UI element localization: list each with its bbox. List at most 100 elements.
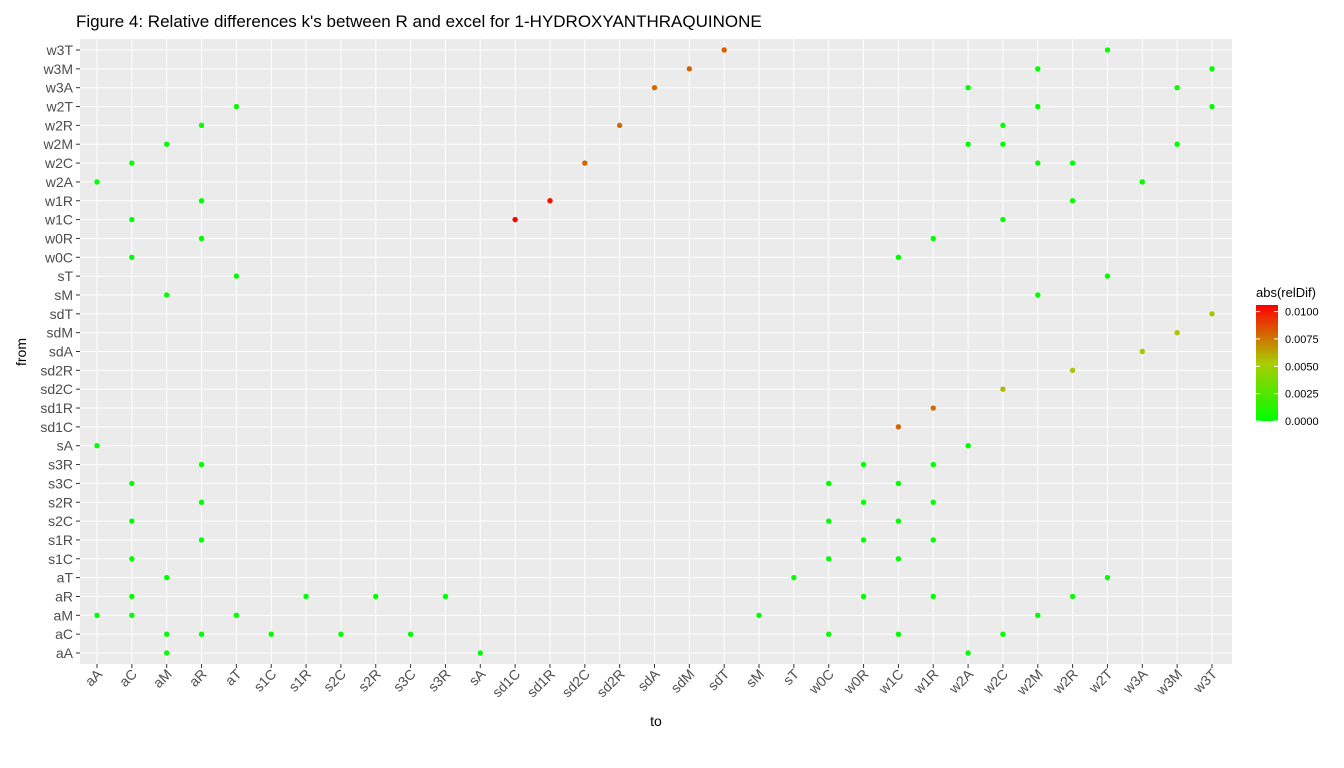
color-legend: abs(relDif) 0.0000 0.0025 0.0050 0.0075 0.01… — [1256, 285, 1319, 428]
x-tick-label: sdT — [704, 665, 732, 693]
data-point — [198, 631, 205, 637]
data-point — [860, 499, 867, 505]
data-point — [198, 499, 205, 505]
y-tick-label: s3R — [48, 457, 73, 473]
data-point — [686, 66, 693, 72]
data-point — [895, 556, 902, 562]
data-point — [268, 631, 274, 637]
x-tick-label: sdA — [634, 665, 663, 694]
y-tick-label: sdT — [50, 306, 74, 322]
data-point — [826, 518, 832, 524]
y-tick-label: w3A — [45, 80, 74, 96]
x-tick-label: aR — [186, 666, 210, 690]
data-point — [930, 593, 936, 600]
data-point — [721, 47, 727, 53]
data-point — [338, 631, 344, 637]
data-point — [1000, 386, 1006, 392]
x-tick-label: aC — [116, 666, 140, 690]
y-tick-label: s2C — [48, 513, 73, 529]
data-point — [930, 461, 936, 468]
data-point — [129, 612, 135, 619]
data-point — [1104, 574, 1111, 581]
data-point — [930, 405, 936, 411]
y-tick-label: w2C — [44, 155, 73, 171]
data-point — [129, 480, 135, 487]
y-axis-label: from — [13, 338, 29, 366]
x-tick-label: sd1R — [524, 666, 558, 700]
y-tick-label: w2T — [46, 99, 74, 115]
y-tick-label: sd2C — [40, 381, 73, 397]
x-tick-label: aA — [82, 665, 106, 689]
data-point — [1069, 160, 1076, 166]
data-point — [930, 537, 936, 543]
x-tick-label: s2C — [320, 666, 349, 695]
data-point — [756, 612, 762, 619]
data-point — [163, 631, 170, 637]
x-tick-label: w1C — [875, 666, 907, 698]
data-point — [198, 461, 205, 468]
y-tick-label: sd1C — [40, 419, 73, 435]
data-point — [94, 179, 100, 185]
x-tick-label: aM — [150, 666, 175, 691]
x-tick-label: w3T — [1189, 665, 1220, 696]
data-point — [1035, 103, 1041, 110]
data-points — [94, 47, 1215, 656]
x-tick-label: w1R — [910, 666, 942, 698]
y-tick-label: w2A — [45, 174, 74, 190]
x-tick-label: sd2R — [593, 666, 627, 700]
data-point — [965, 650, 971, 656]
y-tick-label: w3M — [42, 61, 73, 77]
y-tick-label: aC — [55, 626, 73, 642]
data-point — [233, 612, 240, 619]
data-point — [129, 556, 135, 562]
data-point — [1209, 66, 1215, 72]
x-tick-label: w2R — [1049, 666, 1081, 698]
data-point — [1209, 103, 1215, 110]
data-point — [1174, 141, 1180, 147]
data-point — [94, 443, 100, 449]
y-axis-ticks: aA aC aM aR aT s1C s1R s2C s2R s3C s3R sA sd1C sd1R sd… — [40, 42, 80, 661]
data-point — [1000, 216, 1006, 223]
legend-tick-label: 0.0100 — [1285, 307, 1319, 319]
data-point — [895, 254, 902, 260]
data-point — [1035, 160, 1041, 166]
data-point — [477, 650, 483, 656]
x-axis-ticks: aA aC aM aR aT s1C s1R s2C s2R s3C s3R sA sd1C sd1R sd… — [82, 664, 1220, 700]
data-point — [163, 574, 170, 581]
x-tick-label: aT — [222, 665, 245, 688]
legend-tick-label: 0.0025 — [1285, 389, 1319, 401]
y-tick-label: w0C — [44, 249, 73, 265]
x-tick-label: s3C — [390, 666, 419, 695]
legend-colorbar — [1256, 305, 1278, 421]
data-point — [303, 593, 309, 600]
x-tick-label: sM — [743, 666, 768, 691]
y-tick-label: sd2R — [40, 362, 73, 378]
x-tick-label: w3A — [1119, 665, 1151, 697]
data-point — [965, 84, 971, 91]
data-point — [860, 593, 867, 600]
legend-tick-label: 0.0050 — [1285, 361, 1319, 373]
data-point — [129, 593, 135, 600]
data-point — [791, 574, 797, 581]
x-tick-label: sA — [466, 665, 489, 688]
y-tick-label: sdA — [49, 344, 74, 360]
data-point — [1000, 141, 1006, 147]
x-tick-label: w3M — [1152, 666, 1185, 699]
data-point — [163, 292, 170, 298]
data-point — [233, 273, 240, 279]
data-point — [407, 631, 414, 637]
data-point — [373, 593, 379, 600]
data-point — [616, 122, 623, 129]
y-tick-label: aT — [57, 570, 74, 586]
data-point — [1000, 122, 1006, 129]
data-point — [198, 122, 205, 129]
data-point — [1139, 179, 1146, 185]
legend-tick-label: 0.0075 — [1285, 334, 1319, 346]
y-tick-label: w1R — [44, 193, 73, 209]
data-point — [860, 537, 867, 543]
data-point — [1174, 84, 1180, 91]
data-point — [1000, 631, 1006, 637]
data-point — [895, 480, 902, 487]
y-tick-label: aA — [56, 645, 74, 661]
y-tick-label: s1C — [48, 551, 73, 567]
